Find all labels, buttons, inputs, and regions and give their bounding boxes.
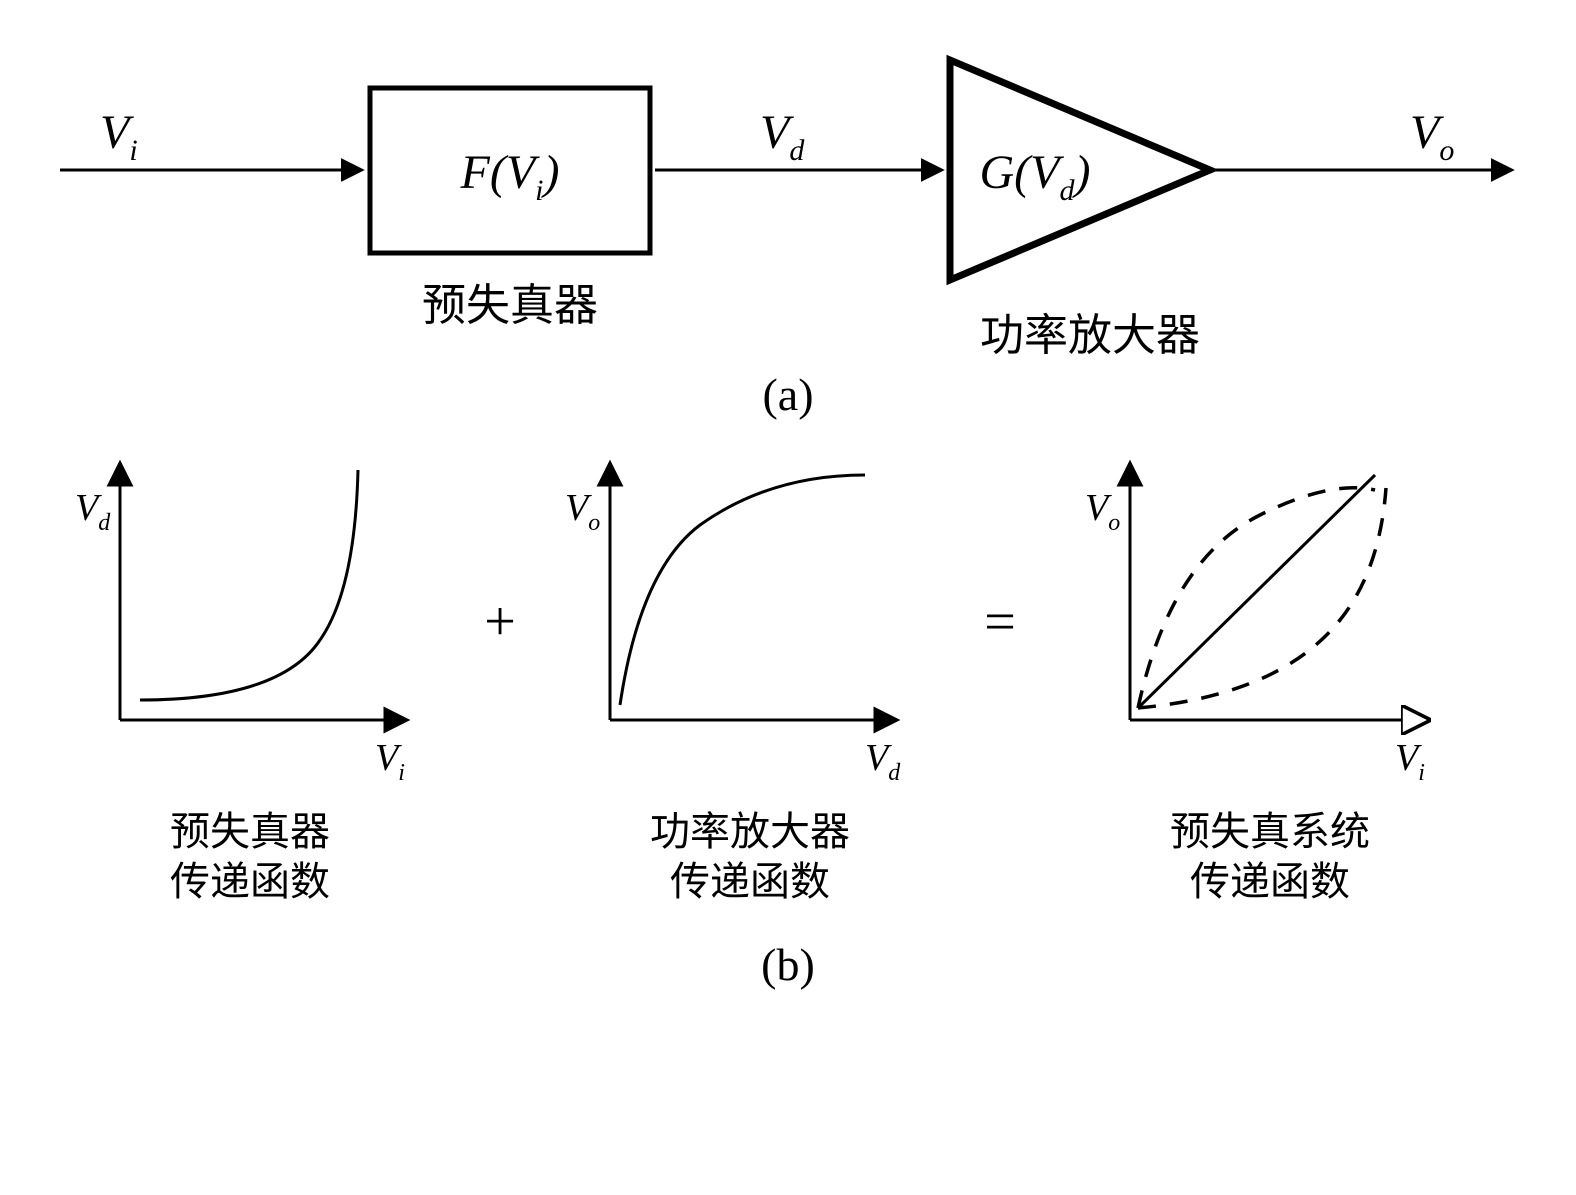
panel-b-label: (b) [761,939,815,990]
figure: Vi F(Vi) 预失真器 Vd G(Vd) 功率放大器 Vo (a) [40,40,1536,1020]
predistorter-caption: 预失真器 [422,281,598,330]
chart2-xlabel: Vd [865,737,901,786]
panel-a-label: (a) [762,369,813,420]
panel-a-svg: Vi F(Vi) 预失真器 Vd G(Vd) 功率放大器 Vo (a) [40,40,1536,420]
chart2-curve [620,475,865,705]
chart3-caption1: 预失真系统 [1170,809,1370,854]
vi-label: Vi [100,106,138,167]
chart1-curve [140,470,358,700]
vo-label: Vo [1410,106,1454,167]
amplifier-func: G(Vd) [980,146,1091,207]
chart-system: Vo Vi 预失真系统 传递函数 [1085,465,1425,904]
predistorter-func: F(Vi) [460,146,560,207]
chart1-ylabel: Vd [75,487,111,536]
chart2-caption1: 功率放大器 [650,809,850,854]
chart1-xlabel: Vi [375,737,405,786]
plus-operator: + [484,591,516,653]
amplifier-caption: 功率放大器 [980,311,1200,360]
vd-label: Vd [760,106,805,167]
chart-amplifier: Vo Vd 功率放大器 传递函数 [565,465,901,904]
chart1-caption1: 预失真器 [170,809,330,854]
chart3-ylabel: Vo [1085,487,1120,536]
panel-b-svg: Vd Vi 预失真器 传递函数 + Vo Vd 功率放大器 传递函数 [40,420,1536,1020]
chart-predistorter: Vd Vi 预失真器 传递函数 [75,465,405,904]
chart2-caption2: 传递函数 [670,859,830,904]
chart3-lower-dashed [1138,488,1386,708]
chart1-caption2: 传递函数 [170,859,330,904]
equals-operator: = [984,591,1016,653]
chart3-xlabel: Vi [1395,737,1425,786]
chart3-linear [1138,475,1375,708]
chart3-caption2: 传递函数 [1190,859,1350,904]
chart2-ylabel: Vo [565,487,600,536]
